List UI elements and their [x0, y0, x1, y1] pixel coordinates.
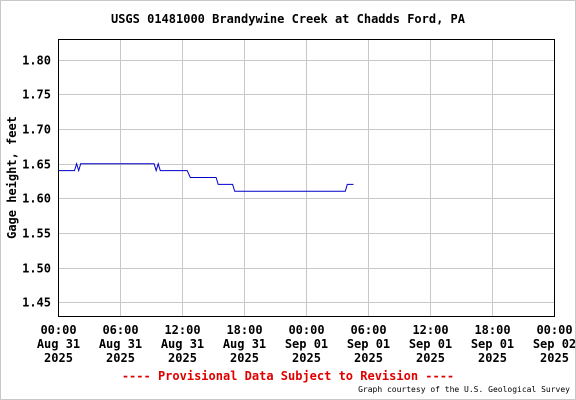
y-tick-label: 1.50 [22, 262, 51, 276]
x-tick-label: Aug 31 [37, 337, 80, 351]
x-tick-label: 00:00 [40, 323, 76, 337]
x-tick-label: 2025 [168, 351, 197, 365]
x-tick-label: 12:00 [412, 323, 448, 337]
x-tick-label: 18:00 [226, 323, 262, 337]
x-tick-label: Aug 31 [223, 337, 266, 351]
x-tick-label: Aug 31 [99, 337, 142, 351]
x-tick-label: Sep 01 [471, 337, 514, 351]
x-tick-label: 2025 [540, 351, 569, 365]
y-axis-label: Gage height, feet [5, 116, 19, 239]
x-tick-label: Sep 02 [533, 337, 576, 351]
x-tick-label: 2025 [478, 351, 507, 365]
x-tick-label: Sep 01 [409, 337, 452, 351]
x-tick-label: Sep 01 [347, 337, 390, 351]
x-tick-label: 12:00 [164, 323, 200, 337]
series-layer [58, 161, 354, 192]
x-tick-label: 2025 [416, 351, 445, 365]
gage-height-line [58, 161, 354, 192]
x-tick-label: 2025 [44, 351, 73, 365]
x-tick-label: 00:00 [536, 323, 572, 337]
y-tick-label: 1.60 [22, 192, 51, 206]
y-tick-label: 1.45 [22, 296, 51, 310]
y-tick-label: 1.80 [22, 54, 51, 68]
y-tick-label: 1.55 [22, 227, 51, 241]
x-tick-label: 18:00 [474, 323, 510, 337]
y-tick-labels: 1.45 1.50 1.55 1.60 1.65 1.70 1.75 1.80 [22, 54, 51, 310]
y-tick-label: 1.70 [22, 123, 51, 137]
x-tick-label: 2025 [106, 351, 135, 365]
x-tick-label: 06:00 [102, 323, 138, 337]
grid-layer [58, 39, 555, 316]
x-tick-label: 2025 [292, 351, 321, 365]
x-tick-label: 06:00 [350, 323, 386, 337]
credit-text: Graph courtesy of the U.S. Geological Su… [358, 385, 570, 394]
y-tick-label: 1.65 [22, 158, 51, 172]
x-tick-label: 00:00 [288, 323, 324, 337]
provisional-notice: ---- Provisional Data Subject to Revisio… [121, 369, 455, 383]
chart-title: USGS 01481000 Brandywine Creek at Chadds… [110, 12, 465, 26]
plot-area [58, 39, 555, 317]
x-tick-label: 2025 [354, 351, 383, 365]
x-tick-label: Aug 31 [161, 337, 204, 351]
x-tick-label: 2025 [230, 351, 259, 365]
y-tick-label: 1.75 [22, 88, 51, 102]
x-tick-label: Sep 01 [285, 337, 328, 351]
